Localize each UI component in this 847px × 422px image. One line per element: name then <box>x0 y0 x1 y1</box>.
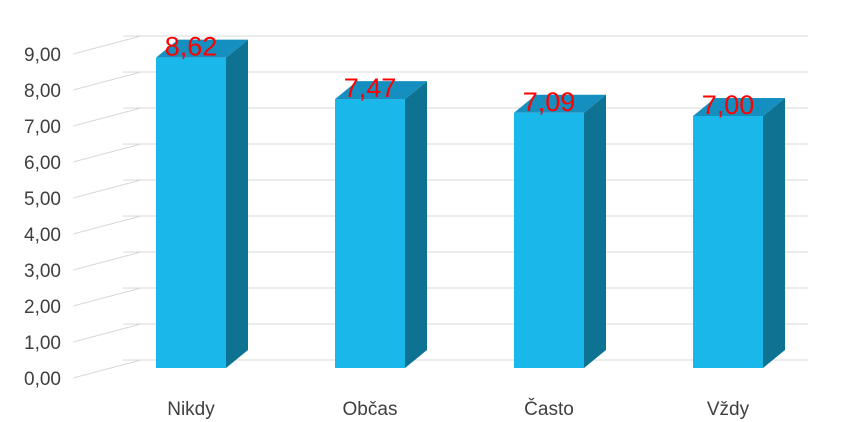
bar-front <box>156 57 226 369</box>
gridline-wall <box>72 287 142 307</box>
bar-side <box>405 81 427 368</box>
bar <box>156 39 248 369</box>
bar-side <box>763 98 785 368</box>
category-label: Nikdy <box>167 399 215 420</box>
x-axis-categories: Nikdy Občas Často Vždy <box>167 398 749 420</box>
y-tick-label: 4,00 <box>24 225 61 246</box>
bar-top <box>514 94 606 113</box>
bars <box>156 39 785 369</box>
data-labels: 8,62 7,47 7,09 7,00 <box>165 32 755 120</box>
bar <box>693 98 785 368</box>
y-tick-label: 7,00 <box>24 117 61 138</box>
bar-side <box>584 94 606 368</box>
bar-top <box>156 39 248 58</box>
bar <box>335 81 427 368</box>
gridline-wall <box>72 179 142 199</box>
gridline-wall <box>72 251 142 271</box>
bar-top <box>693 98 785 116</box>
bar-side <box>226 39 248 369</box>
gridline-wall <box>72 215 142 235</box>
y-tick-label: 0,00 <box>24 369 61 390</box>
y-axis-ticks: 0,00 1,00 2,00 3,00 4,00 5,00 6,00 7,00 8,00 9,00 <box>24 45 61 390</box>
bar-front <box>335 99 405 368</box>
gridline-wall <box>72 359 142 379</box>
category-label: Občas <box>343 399 398 420</box>
category-label: Vždy <box>707 399 750 420</box>
bar-front <box>514 112 584 368</box>
bar-front <box>693 116 763 368</box>
y-tick-label: 8,00 <box>24 81 61 102</box>
gridline-wall <box>72 323 142 343</box>
data-label: 7,00 <box>702 90 755 120</box>
data-label: 7,47 <box>344 73 397 103</box>
data-label: 8,62 <box>165 32 218 62</box>
y-tick-label: 6,00 <box>24 153 61 174</box>
gridline-wall <box>72 35 142 55</box>
y-tick-label: 2,00 <box>24 297 61 318</box>
bar <box>514 94 606 368</box>
gridline-wall <box>72 107 142 127</box>
y-tick-label: 5,00 <box>24 189 61 210</box>
y-tick-label: 1,00 <box>24 333 61 354</box>
category-label: Často <box>524 398 574 420</box>
bar-top <box>335 81 427 100</box>
y-tick-label: 3,00 <box>24 261 61 282</box>
data-label: 7,09 <box>523 87 576 117</box>
gridline-wall <box>72 143 142 163</box>
y-tick-label: 9,00 <box>24 45 61 66</box>
gridline-wall <box>72 71 142 91</box>
